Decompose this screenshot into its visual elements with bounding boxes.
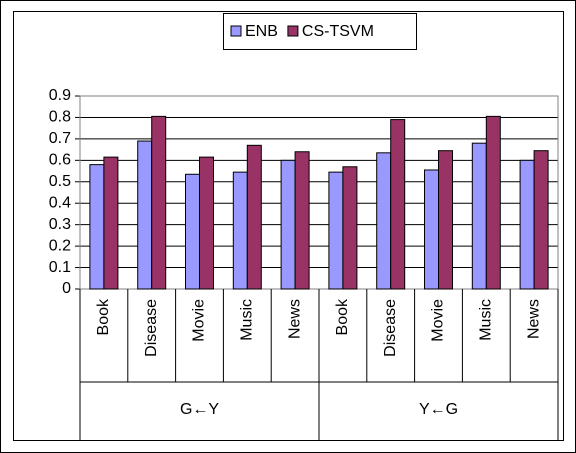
bar [390,119,406,290]
bar [438,150,453,290]
group-label: G←Y [180,401,219,418]
y-tick-label: 0.7 [49,130,71,147]
legend-label: ENB [245,23,278,40]
x-tick-label: Disease [382,299,399,357]
bar [185,173,200,290]
legend-swatch [230,25,242,37]
bar [485,115,501,290]
bar [199,156,214,290]
bar [280,159,296,290]
bar [103,156,119,290]
x-tick-label: Music [478,299,495,341]
bar [232,171,248,290]
bar [89,164,105,290]
x-tick-label: Disease [143,299,160,357]
bar [424,169,439,290]
group-label: Y←G [419,401,458,418]
legend-swatch [287,25,299,37]
y-tick-label: 0.4 [49,194,71,211]
x-tick-label: News [286,299,303,339]
y-tick-label: 0.6 [49,152,71,169]
y-tick-label: 0.5 [49,173,71,190]
bar [328,171,344,290]
x-tick-label: Music [239,299,256,341]
bar [137,140,153,290]
bar [246,144,262,290]
bar [519,159,535,290]
x-tick-label: Book [334,298,351,335]
y-tick-label: 0.3 [49,216,71,233]
bar [342,166,358,290]
y-tick-label: 0.1 [49,259,71,276]
x-tick-label: Movie [430,299,447,342]
bar [151,115,167,290]
y-tick-label: 0.8 [49,109,71,126]
bar [471,142,487,290]
y-tick-label: 0.2 [49,237,71,254]
bar [376,152,392,290]
x-tick-label: News [525,299,542,339]
bar [533,150,549,290]
y-tick-label: 0.9 [49,87,71,104]
legend-label: CS-TSVM [302,23,374,40]
x-tick-label: Movie [191,299,208,342]
legend-box [223,13,417,50]
x-tick-label: Book [95,298,112,335]
y-tick-label: 0 [62,280,71,297]
bar [294,151,310,290]
